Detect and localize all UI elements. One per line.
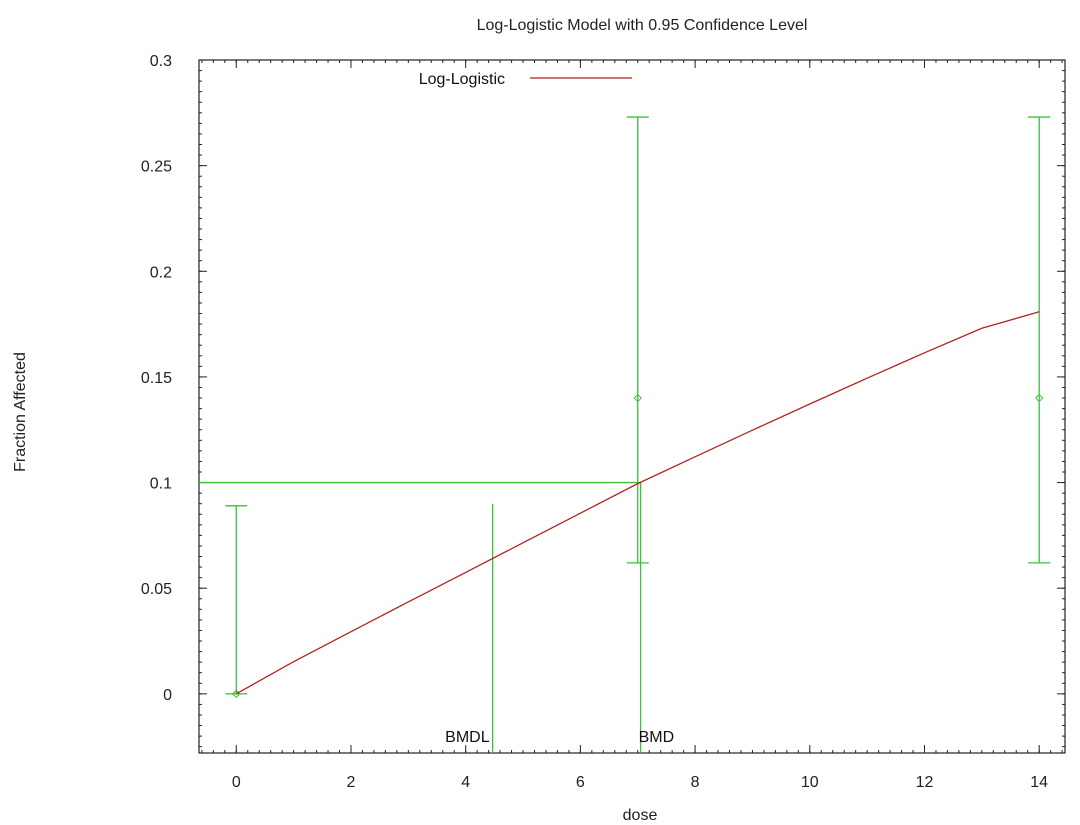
y-tick-label: 0	[163, 687, 172, 704]
x-axis-label: dose	[623, 807, 658, 824]
y-tick-label: 0.1	[150, 476, 172, 493]
bmd-label: BMD	[639, 729, 675, 746]
y-tick-label: 0.25	[141, 159, 172, 176]
observed-point	[1034, 393, 1044, 403]
plot-area: 0 2 4 6 8 10 12 14 0 0.05 0.1 0.15 0.2 0.25 0.3 BMDL BMD…	[141, 53, 1066, 791]
y-axis-label: Fraction Affected	[12, 352, 29, 472]
x-tick-label: 8	[691, 774, 700, 791]
x-tick-label: 4	[461, 774, 470, 791]
x-tick-label: 12	[916, 774, 934, 791]
y-tick-label: 0.2	[150, 264, 172, 281]
model-curve	[235, 311, 1040, 695]
legend-label: Log-Logistic	[419, 71, 505, 88]
y-tick-label: 0.05	[141, 581, 172, 598]
bmdl-label: BMDL	[445, 729, 490, 746]
observed-point	[633, 393, 642, 403]
x-tick-label: 10	[801, 774, 819, 791]
chart-title: Log-Logistic Model with 0.95 Confidence …	[477, 17, 808, 34]
y-tick-label: 0.15	[141, 370, 172, 387]
x-tick-label: 14	[1030, 774, 1048, 791]
x-tick-label: 6	[576, 774, 585, 791]
y-tick-label: 0.3	[150, 53, 172, 70]
x-tick-label: 0	[232, 774, 241, 791]
x-tick-label: 2	[347, 774, 356, 791]
plot-frame	[198, 59, 1066, 754]
